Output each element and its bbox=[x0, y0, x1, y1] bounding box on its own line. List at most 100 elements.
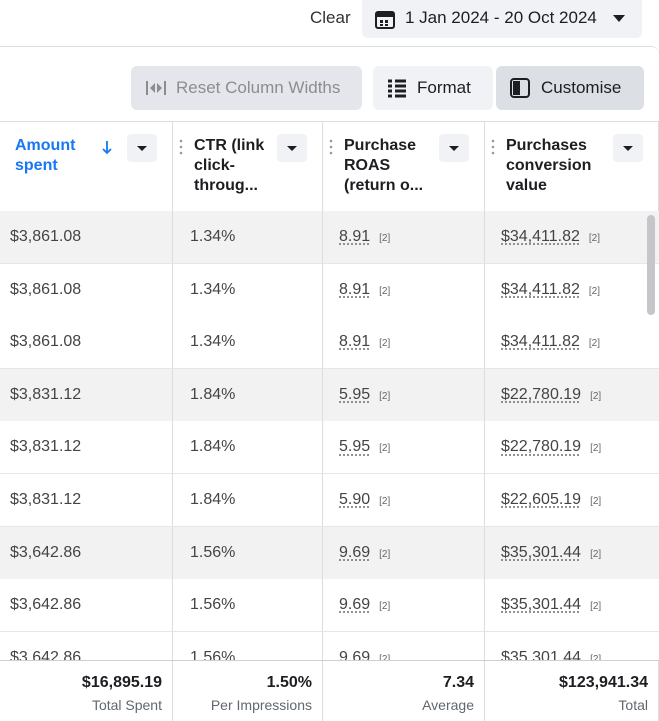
roas-cell: 9.69 [2] bbox=[339, 632, 390, 660]
table-row: $3,831.12 1.84% 5.95 [2] $22,780.19 [2] bbox=[0, 421, 659, 474]
column-divider bbox=[172, 211, 173, 263]
amount-cell: $3,831.12 bbox=[10, 421, 81, 473]
format-button[interactable]: Format bbox=[373, 66, 493, 110]
button-label: Customise bbox=[541, 78, 621, 98]
column-divider bbox=[322, 579, 323, 631]
page: Clear 1 Jan 2024 - 20 Oct 2024 Reset Col… bbox=[0, 0, 659, 720]
column-divider bbox=[484, 421, 485, 473]
column-menu[interactable] bbox=[613, 134, 643, 162]
drag-handle[interactable] bbox=[491, 138, 495, 160]
roas-value[interactable]: 8.91 bbox=[339, 333, 370, 350]
column-menu[interactable] bbox=[127, 134, 157, 162]
column-menu[interactable] bbox=[439, 134, 469, 162]
column-divider bbox=[172, 264, 173, 316]
column-header[interactable]: Purchase ROAS (return o... bbox=[323, 122, 485, 211]
amount-cell: $3,831.12 bbox=[10, 474, 81, 526]
column-header[interactable]: CTR (link click-throug... bbox=[173, 122, 323, 211]
footnote: [2] bbox=[589, 286, 600, 297]
amount-cell: $3,861.08 bbox=[10, 264, 81, 316]
roas-cell: 9.69 [2] bbox=[339, 579, 390, 631]
customise-button[interactable]: Customise bbox=[496, 66, 644, 110]
roas-cell: 5.95 [2] bbox=[339, 369, 390, 421]
footnote: [2] bbox=[379, 496, 390, 507]
conversion-value-cell: $35,301.44 [2] bbox=[501, 579, 601, 631]
footnote: [2] bbox=[379, 601, 390, 612]
column-header[interactable]: Purchases conversion value bbox=[485, 122, 659, 211]
ctr-cell: 1.84% bbox=[190, 474, 235, 526]
roas-value[interactable]: 8.91 bbox=[339, 281, 370, 298]
header-line: (return o... bbox=[344, 176, 423, 196]
reset-column-widths-button[interactable]: Reset Column Widths bbox=[131, 66, 362, 110]
roas-value[interactable]: 5.90 bbox=[339, 491, 370, 508]
ctr-cell: 1.84% bbox=[190, 421, 235, 473]
column-divider bbox=[322, 632, 323, 660]
conversion-value[interactable]: $22,605.19 bbox=[501, 491, 581, 508]
footer-cell: 1.50% Per Impressions bbox=[173, 661, 323, 721]
roas-value[interactable]: 5.95 bbox=[339, 386, 370, 403]
menu-arrow bbox=[127, 134, 157, 162]
footnote: [2] bbox=[590, 443, 601, 454]
footer-cell: $123,941.34 Total bbox=[485, 661, 659, 721]
header-line: CTR (link bbox=[194, 136, 264, 156]
column-divider bbox=[172, 474, 173, 526]
amount-cell: $3,861.08 bbox=[10, 316, 81, 368]
conversion-value[interactable]: $34,411.82 bbox=[501, 333, 580, 350]
footnote: [2] bbox=[590, 391, 601, 402]
conversion-value[interactable]: $35,301.44 bbox=[501, 596, 581, 613]
conversion-value[interactable]: $34,411.82 bbox=[501, 228, 580, 245]
roas-cell: 8.91 [2] bbox=[339, 211, 390, 263]
roas-value[interactable]: 9.69 bbox=[339, 596, 370, 613]
header-line: Purchase bbox=[344, 136, 423, 156]
conversion-value-cell: $22,780.19 [2] bbox=[501, 421, 601, 473]
button-label: Format bbox=[417, 78, 471, 98]
roas-value[interactable]: 9.69 bbox=[339, 544, 370, 561]
calendar-icon bbox=[374, 8, 396, 30]
header-line: throug... bbox=[194, 176, 264, 196]
drag-handle[interactable] bbox=[179, 138, 183, 160]
dropdown-arrow bbox=[612, 13, 626, 23]
footer-cell: 7.34 Average bbox=[323, 661, 485, 721]
conversion-value[interactable]: $22,780.19 bbox=[501, 438, 581, 455]
header-line: spent bbox=[15, 156, 75, 176]
table-row: $3,861.08 1.34% 8.91 [2] $34,411.82 [2] bbox=[0, 316, 659, 369]
button-label: Reset Column Widths bbox=[176, 78, 340, 98]
table-row: $3,861.08 1.34% 8.91 [2] $34,411.82 [2] bbox=[0, 264, 659, 317]
table-header: Amount spent CTR (link click-throug... Purch… bbox=[0, 121, 659, 212]
header-line: Amount bbox=[15, 136, 75, 156]
date-picker[interactable]: 1 Jan 2024 - 20 Oct 2024 bbox=[362, 0, 642, 38]
column-divider bbox=[172, 369, 173, 421]
footnote: [2] bbox=[379, 391, 390, 402]
menu-arrow bbox=[439, 134, 469, 162]
scrollbar[interactable] bbox=[647, 215, 655, 315]
conversion-value[interactable]: $22,780.19 bbox=[501, 386, 581, 403]
amount-cell: $3,861.08 bbox=[10, 211, 81, 263]
conversion-value[interactable]: $34,411.82 bbox=[501, 281, 580, 298]
header-line: click- bbox=[194, 156, 264, 176]
conversion-value-cell: $35,301.44 [2] bbox=[501, 527, 601, 579]
table-row: $3,642.86 1.56% 9.69 [2] $35,301.44 [2] bbox=[0, 579, 659, 632]
clear-button[interactable]: Clear bbox=[310, 8, 351, 28]
roas-value[interactable]: 5.95 bbox=[339, 438, 370, 455]
customise-icon bbox=[510, 78, 530, 98]
footnote: [2] bbox=[590, 549, 601, 560]
roas-value[interactable]: 9.69 bbox=[339, 649, 370, 660]
footnote: [2] bbox=[379, 286, 390, 297]
column-divider bbox=[172, 527, 173, 579]
footnote: [2] bbox=[589, 233, 600, 244]
table-row: $3,831.12 1.84% 5.90 [2] $22,605.19 [2] bbox=[0, 474, 659, 527]
column-menu[interactable] bbox=[277, 134, 307, 162]
footer-label: Average bbox=[422, 697, 474, 713]
ctr-cell: 1.34% bbox=[190, 211, 235, 263]
footer-value: 7.34 bbox=[443, 674, 474, 692]
roas-value[interactable]: 8.91 bbox=[339, 228, 370, 245]
conversion-value[interactable]: $35,301.44 bbox=[501, 649, 581, 660]
menu-arrow bbox=[277, 134, 307, 162]
column-header[interactable]: Amount spent bbox=[0, 122, 173, 211]
amount-cell: $3,831.12 bbox=[10, 369, 81, 421]
roas-cell: 8.91 [2] bbox=[339, 264, 390, 316]
table-body: $3,861.08 1.34% 8.91 [2] $34,411.82 [2] $3,861… bbox=[0, 211, 659, 660]
conversion-value[interactable]: $35,301.44 bbox=[501, 544, 581, 561]
drag-handle[interactable] bbox=[329, 138, 333, 160]
column-divider bbox=[322, 211, 323, 263]
footer-label: Per Impressions bbox=[211, 697, 312, 713]
